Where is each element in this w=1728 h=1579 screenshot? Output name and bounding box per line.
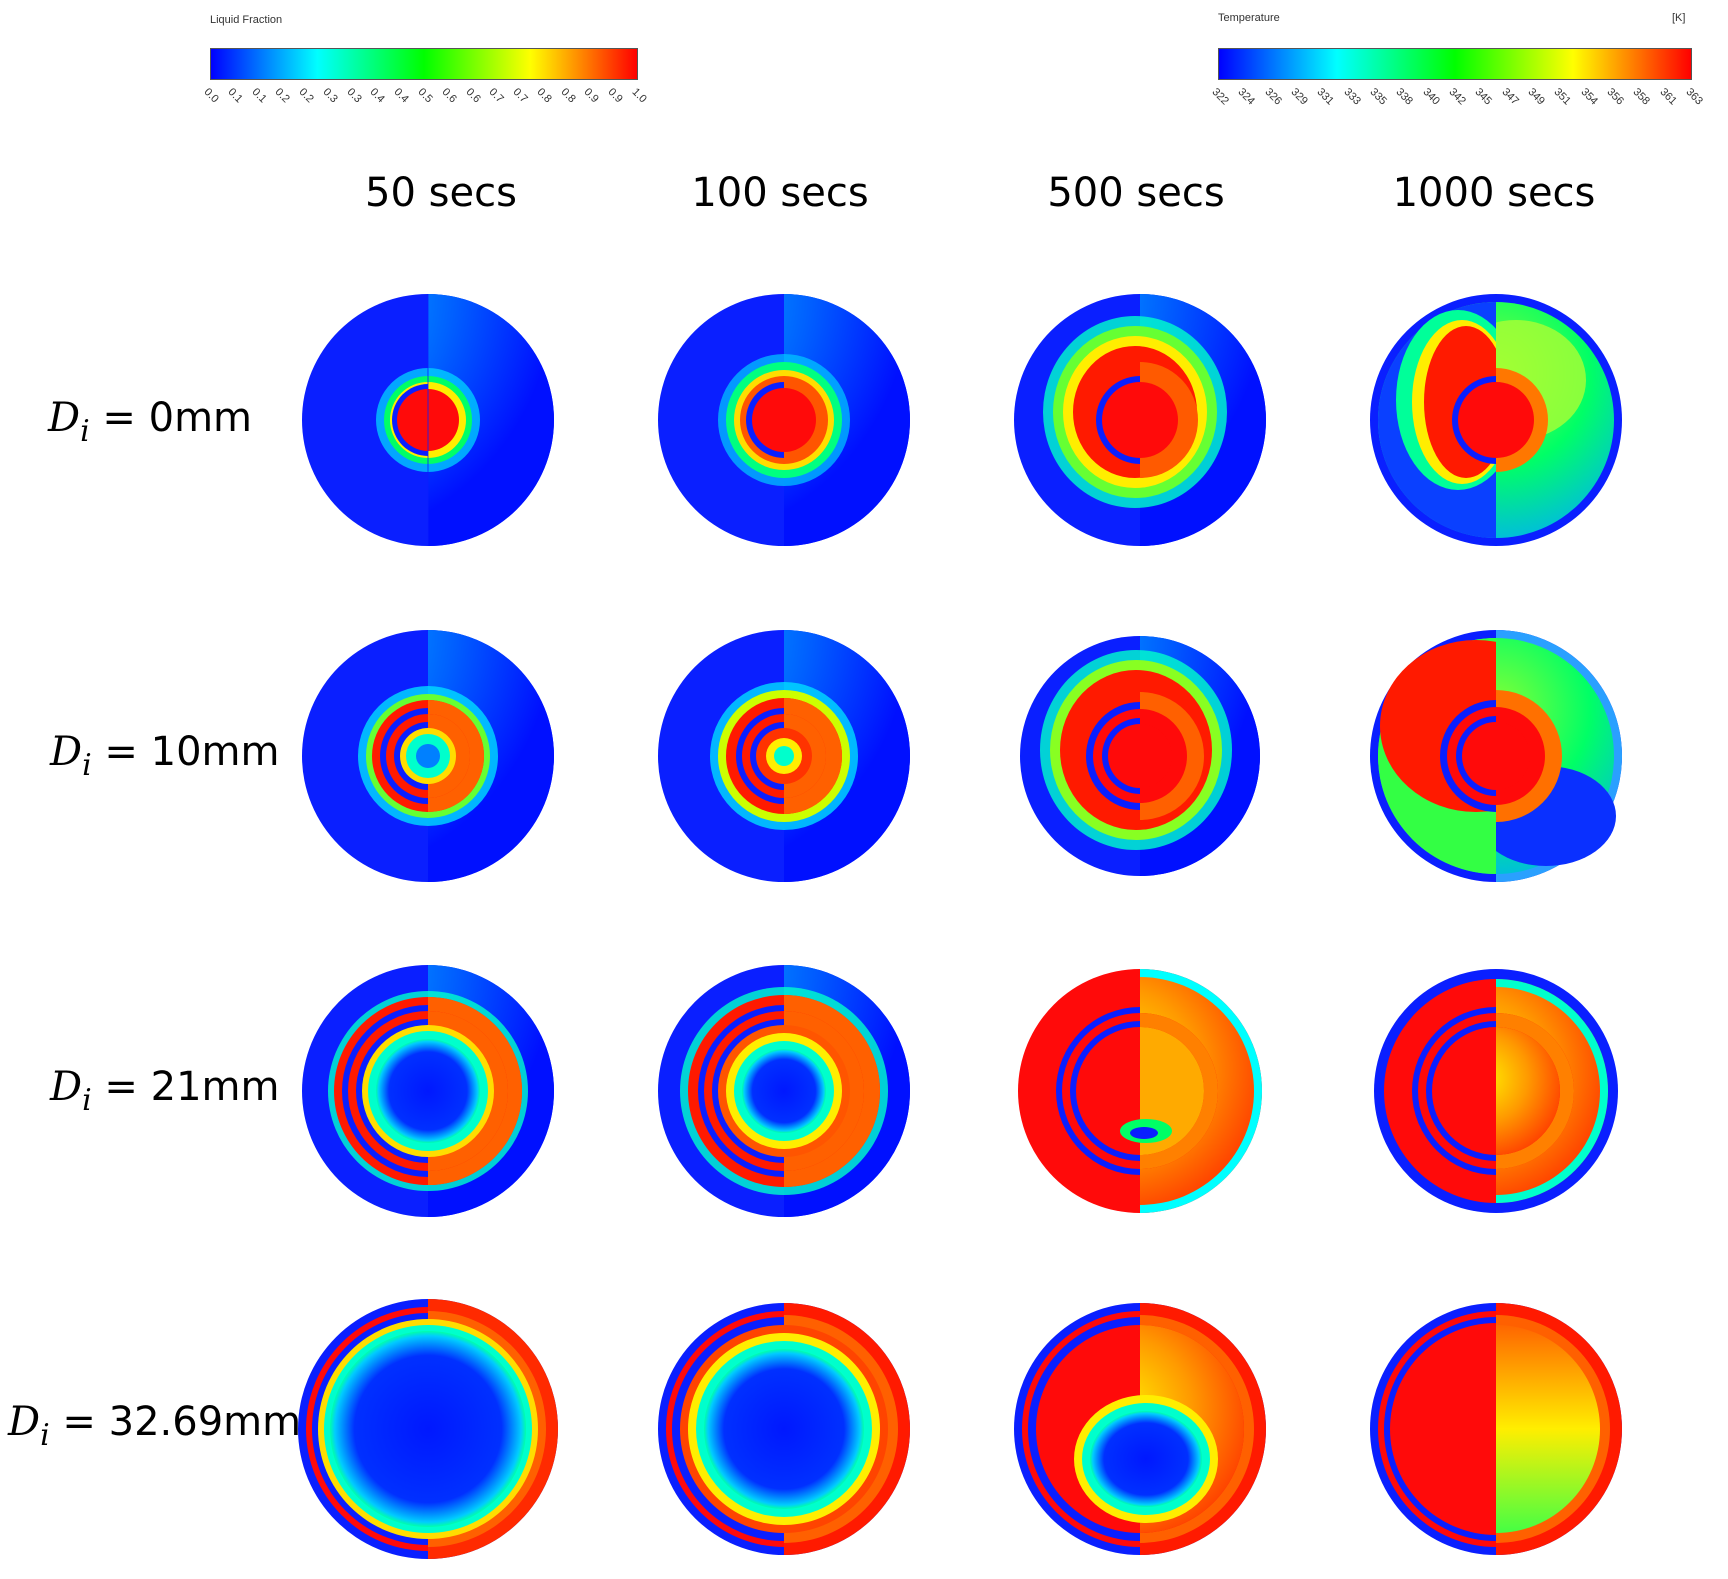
row-label-di-21mm: Di = 21mm [50,1064,280,1118]
column-header-500s: 500 secs [1047,170,1225,216]
row-label-di-10mm: Di = 10mm [50,729,280,783]
column-header-1000s: 1000 secs [1392,170,1596,216]
contour-row-di-32-69mm [298,1299,1622,1559]
temperature-title: Temperature [1218,12,1280,24]
contour-21mm-1000s [1374,969,1618,1213]
contour-10mm-500s [1020,636,1260,876]
contour-row-di-0mm [302,294,1622,546]
column-header-100s: 100 secs [691,170,869,216]
liquid-fraction-title: Liquid Fraction [210,14,283,26]
temperature-unit: [K] [1672,12,1686,24]
temperature-colorbar [1218,48,1692,80]
contour-10mm-100s [658,630,910,882]
contour-row-di-10mm [302,630,1622,882]
row-label-di-0mm: Di = 0mm [48,395,253,449]
contour-0mm-100s [658,294,910,546]
contour-0mm-500s [1014,294,1266,546]
contour-21mm-50s [302,965,554,1217]
contour-32mm-50s [298,1299,558,1559]
contour-row-di-21mm [302,965,1618,1217]
column-header-50s: 50 secs [365,170,517,216]
contour-32mm-500s [1014,1303,1266,1555]
contour-0mm-50s [302,294,554,546]
contour-32mm-1000s [1370,1303,1622,1555]
liquid-fraction-colorbar [210,48,638,80]
contour-0mm-1000s [1370,294,1622,546]
contour-21mm-100s [658,965,910,1217]
row-label-di-32-69mm: Di = 32.69mm [8,1399,302,1453]
contour-21mm-500s [1018,969,1262,1213]
contour-10mm-50s [302,630,554,882]
contour-32mm-100s [658,1303,910,1555]
contour-10mm-1000s [1370,630,1622,882]
